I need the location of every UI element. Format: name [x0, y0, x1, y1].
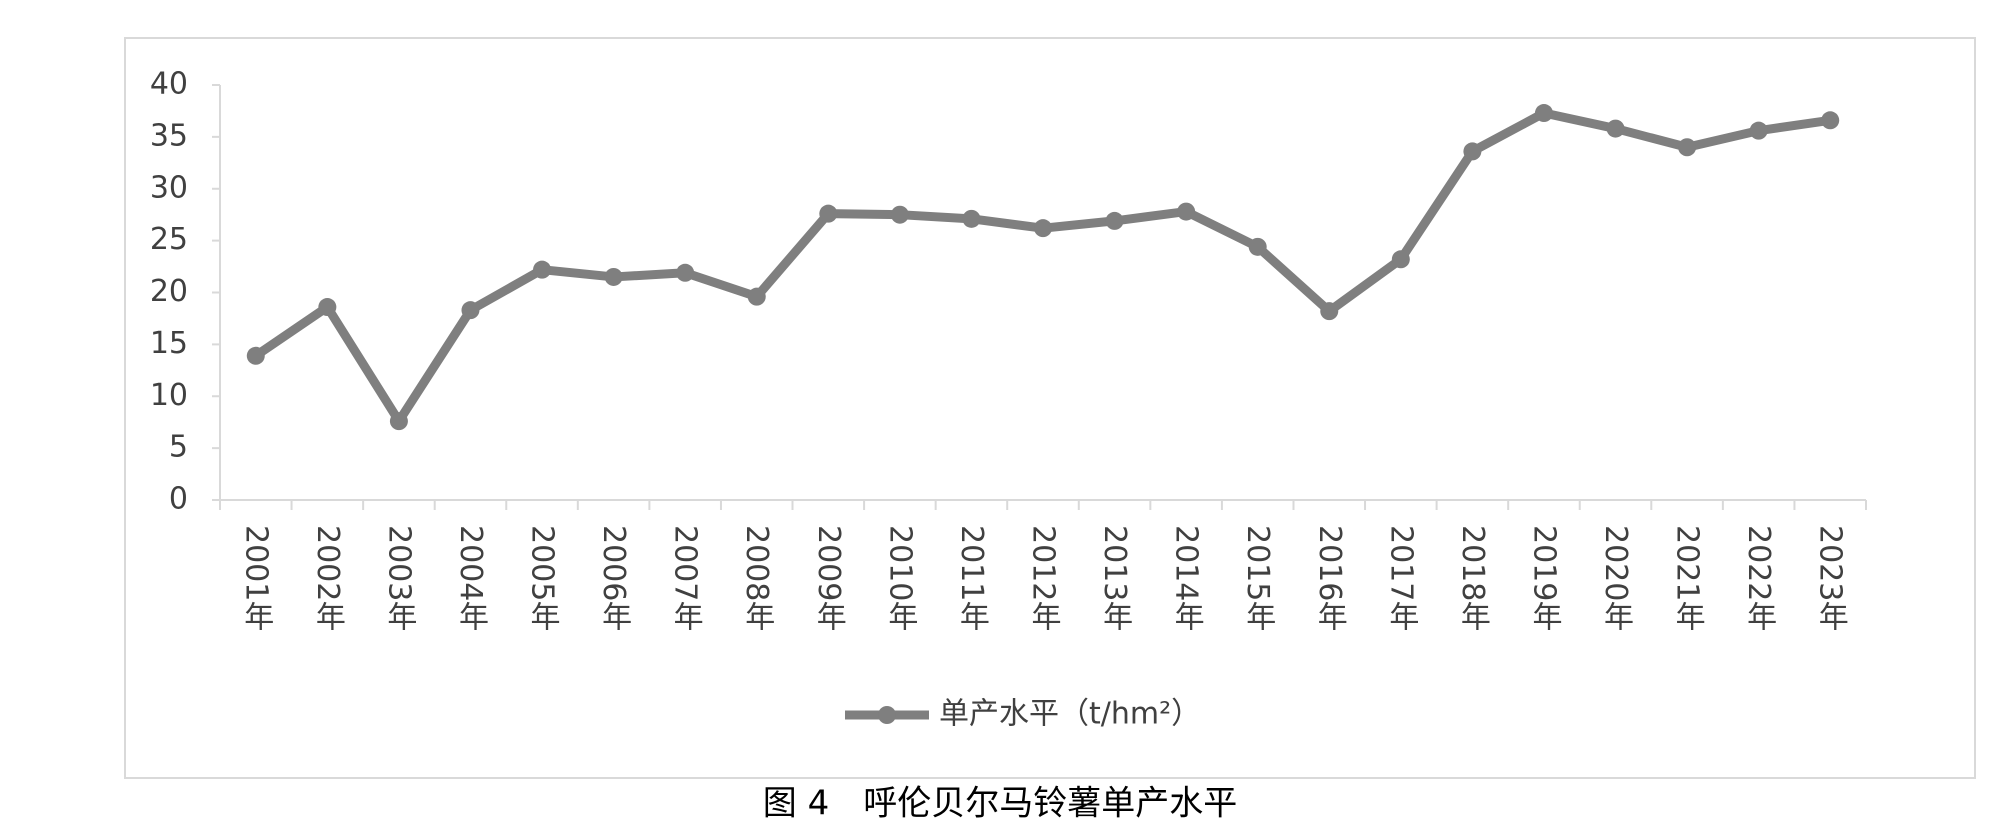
- y-tick-label: 35: [150, 118, 188, 153]
- marker: [1248, 237, 1267, 256]
- y-tick-label: 20: [150, 274, 188, 309]
- x-tick-label: 2001年: [238, 525, 273, 632]
- marker: [318, 298, 337, 317]
- marker: [962, 209, 981, 228]
- y-tick-label: 40: [150, 67, 188, 102]
- marker: [747, 287, 766, 306]
- x-tick-label: 2004年: [453, 525, 488, 632]
- marker: [461, 301, 480, 320]
- marker: [533, 260, 552, 279]
- marker: [1534, 104, 1553, 123]
- x-tick-label: 2019年: [1526, 525, 1561, 632]
- y-tick-label: 5: [169, 430, 188, 465]
- y-tick-label: 0: [169, 482, 188, 517]
- marker: [1105, 211, 1124, 230]
- marker: [676, 263, 695, 282]
- marker: [1606, 119, 1625, 138]
- x-tick-label: 2016年: [1312, 525, 1347, 632]
- x-tick-label: 2023年: [1813, 525, 1848, 632]
- x-tick-label: 2005年: [525, 525, 560, 632]
- marker: [1749, 121, 1768, 140]
- marker: [1177, 202, 1196, 221]
- marker: [1320, 302, 1339, 321]
- y-tick-label: 25: [150, 222, 188, 257]
- x-tick-label: 2002年: [310, 525, 345, 632]
- marker: [1678, 138, 1697, 157]
- marker: [1821, 111, 1840, 130]
- marker: [389, 412, 408, 431]
- marker: [604, 267, 623, 286]
- x-tick-label: 2013年: [1097, 525, 1132, 632]
- x-tick-label: 2022年: [1741, 525, 1776, 632]
- y-tick-label: 15: [150, 326, 188, 361]
- marker: [1463, 142, 1482, 161]
- x-tick-label: 2009年: [811, 525, 846, 632]
- marker: [1034, 219, 1052, 238]
- marker: [246, 346, 265, 365]
- y-tick-label: 10: [150, 378, 188, 413]
- x-tick-label: 2008年: [739, 525, 774, 632]
- x-tick-label: 2003年: [381, 525, 416, 632]
- figure-caption: 图 4 呼伦贝尔马铃薯单产水平: [763, 784, 1237, 822]
- x-tick-label: 2007年: [668, 525, 703, 632]
- marker: [890, 205, 909, 224]
- x-tick-label: 2020年: [1598, 525, 1633, 632]
- x-tick-label: 2021年: [1670, 525, 1705, 632]
- x-tick-label: 2017年: [1383, 525, 1418, 632]
- y-tick-label: 30: [150, 170, 188, 205]
- x-tick-label: 2012年: [1026, 525, 1061, 632]
- marker: [1391, 250, 1410, 269]
- legend-label: 单产水平（t/hm²）: [939, 697, 1201, 732]
- marker: [819, 204, 838, 223]
- x-tick-label: 2015年: [1240, 525, 1275, 632]
- x-tick-label: 2018年: [1455, 525, 1490, 632]
- x-tick-label: 2011年: [954, 525, 989, 632]
- x-tick-label: 2006年: [596, 525, 631, 632]
- x-tick-label: 2014年: [1169, 525, 1204, 632]
- chart-frame: [124, 37, 1976, 779]
- legend-marker: [878, 706, 896, 724]
- x-tick-label: 2010年: [882, 525, 917, 632]
